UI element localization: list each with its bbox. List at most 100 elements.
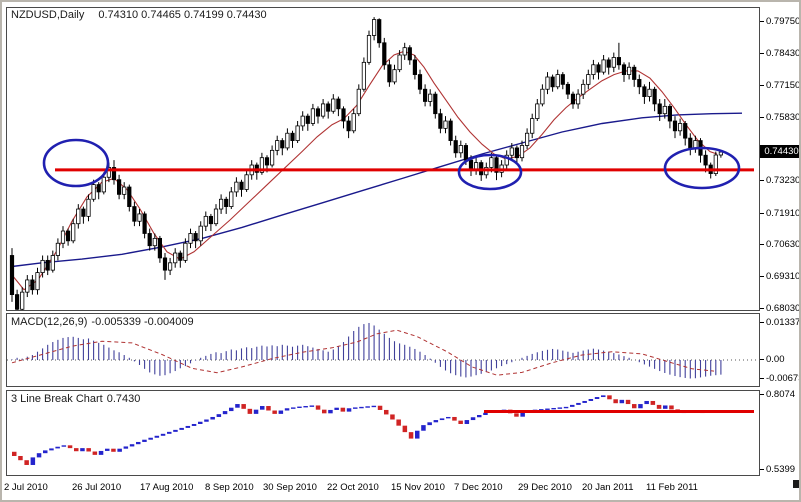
linebreak-down-box: [607, 395, 612, 400]
macd-canvas[interactable]: [7, 314, 759, 386]
candle-body: [331, 98, 336, 112]
price-axis-label: 0.73230: [766, 175, 801, 187]
candle-body: [234, 181, 239, 193]
candle-body: [336, 98, 341, 110]
highlight-ellipse: [42, 138, 110, 188]
candle-body: [152, 237, 157, 247]
candle-body: [642, 86, 647, 97]
price-axis-label: -0.00673: [766, 372, 801, 384]
linebreak-value: 0.7430: [106, 393, 141, 405]
chart-title: NZDUSD,Daily 0.74310 0.74465 0.74199 0.74…: [11, 9, 267, 21]
candle-body: [667, 105, 673, 122]
linebreak-up-box: [663, 405, 668, 409]
candle-body: [76, 208, 81, 225]
candle-body: [326, 103, 331, 112]
candle-body: [616, 57, 622, 66]
linebreak-down-box: [669, 405, 674, 410]
candle-body: [66, 230, 71, 242]
candle-body: [581, 83, 586, 95]
candle-body: [275, 140, 280, 151]
symbol-period-label: NZDUSD,Daily: [11, 9, 85, 21]
candle-body: [361, 61, 367, 90]
time-axis-label: 11 Feb 2011: [646, 482, 698, 493]
linebreak-up-box: [191, 423, 197, 426]
candle-body: [509, 147, 514, 156]
linebreak-up-box: [638, 404, 643, 409]
candle-body: [45, 259, 50, 271]
candle-body: [683, 123, 688, 139]
candle-body: [387, 64, 392, 83]
candle-body: [218, 198, 224, 210]
axis-tick: [760, 243, 764, 245]
candle-body: [428, 93, 433, 102]
candle-body: [662, 105, 667, 115]
linebreak-title: 3 Line Break Chart 0.7430: [11, 393, 140, 405]
candle-body: [91, 184, 96, 200]
linebreak-up-box: [204, 419, 209, 422]
linebreak-up-box: [253, 409, 259, 414]
linebreak-up-box: [123, 446, 129, 449]
candle-body: [25, 279, 30, 293]
linebreak-canvas[interactable]: [7, 391, 759, 475]
ohlc-values: 0.74310 0.74465 0.74199 0.74430: [98, 9, 267, 21]
time-axis-label: 26 Jul 2010: [72, 482, 122, 493]
axis-tick: [760, 322, 764, 324]
time-axis[interactable]: 2 Jul 2010 26 Jul 2010 17 Aug 2010 8 Sep 20…: [2, 476, 799, 500]
linebreak-panel[interactable]: [6, 390, 760, 476]
linebreak-up-box: [198, 421, 203, 424]
linebreak-down-box: [266, 406, 271, 411]
linebreak-up-box: [142, 439, 147, 442]
price-axis-label: 0.68030: [766, 302, 801, 314]
candle-body: [540, 88, 545, 105]
linebreak-up-box: [359, 406, 364, 409]
candle-body: [377, 19, 382, 44]
candle-body: [162, 257, 168, 271]
candle-body: [535, 103, 540, 119]
linebreak-down-box: [452, 416, 457, 421]
candle-body: [280, 140, 285, 149]
linebreak-down-box: [247, 408, 253, 414]
candle-body: [106, 167, 111, 178]
linebreak-down-box: [613, 399, 618, 404]
candle-body: [173, 252, 178, 264]
price-axis-label: 0.79750: [766, 16, 801, 27]
linebreak-up-box: [433, 420, 439, 423]
time-axis-label: 20 Jan 2011: [582, 482, 634, 493]
candle-body: [117, 179, 122, 195]
candle-body: [96, 184, 101, 193]
candle-body: [300, 115, 305, 127]
candle-body: [142, 213, 147, 234]
main-chart-canvas[interactable]: [7, 8, 759, 310]
linebreak-up-box: [570, 404, 575, 407]
candle-body: [101, 176, 106, 193]
linebreak-up-box: [415, 430, 420, 439]
linebreak-up-box: [334, 407, 339, 410]
main-chart-panel[interactable]: [6, 7, 760, 311]
linebreak-up-box: [563, 406, 569, 409]
linebreak-down-box: [322, 409, 327, 414]
highlight-ellipse: [663, 146, 741, 190]
candle-body: [713, 154, 718, 174]
candle-body: [550, 76, 555, 88]
macd-panel[interactable]: [6, 313, 760, 387]
price-axis-label: 0.69310: [766, 271, 801, 283]
resize-grip[interactable]: [793, 480, 799, 488]
linebreak-up-box: [421, 425, 426, 431]
price-axis[interactable]: 0.79750 0.78430 0.77150 0.75830 0.73230 0.719…: [760, 2, 801, 476]
candle-body: [188, 233, 193, 244]
candle-body: [688, 137, 693, 149]
axis-tick: [760, 393, 764, 395]
candle-body: [203, 215, 208, 227]
axis-tick: [760, 469, 764, 471]
candle-body: [198, 225, 203, 242]
linebreak-up-box: [291, 407, 296, 409]
linebreak-down-box: [390, 414, 395, 420]
candle-body: [167, 262, 173, 271]
candle-body: [86, 198, 91, 217]
price-axis-label: 0.75830: [766, 111, 801, 123]
candle-body: [514, 147, 520, 159]
linebreak-down-box: [656, 404, 662, 409]
candle-body: [157, 237, 162, 259]
linebreak-up-box: [55, 446, 60, 449]
candle-body: [443, 120, 448, 129]
